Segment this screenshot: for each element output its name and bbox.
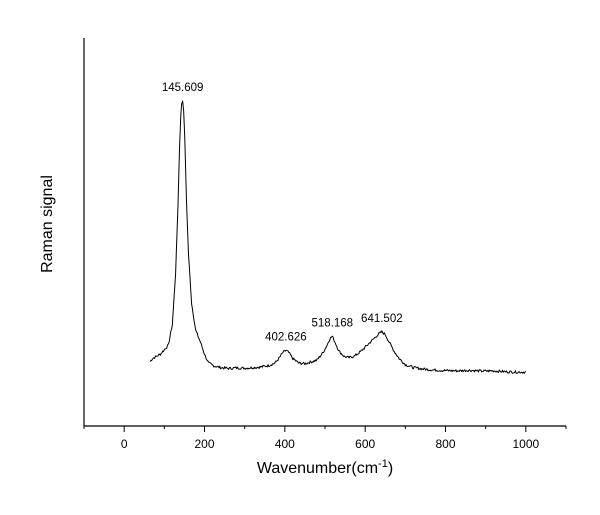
- x-tick-label: 600: [355, 437, 375, 451]
- x-tick-label: 200: [194, 437, 214, 451]
- series-group: [149, 100, 527, 374]
- peak-label: 402.626: [265, 331, 307, 343]
- peak-label: 145.609: [162, 82, 204, 94]
- series-line: [149, 100, 527, 374]
- x-tick-label: 800: [435, 437, 455, 451]
- peak-annotations: 145.609 402.626 518.168 641.502: [162, 82, 403, 343]
- x-axis-tick-labels: 0 200 400 600 800 1000: [121, 437, 540, 451]
- x-tick-label: 0: [121, 437, 128, 451]
- x-tick-label: 1000: [512, 437, 539, 451]
- peak-label: 518.168: [312, 317, 354, 329]
- x-axis-title: Wavenumber(cm-1): [257, 458, 393, 477]
- peak-label: 641.502: [361, 313, 403, 325]
- y-axis-title: Raman signal: [39, 175, 56, 273]
- x-tick-label: 400: [275, 437, 295, 451]
- x-axis-ticks: [83, 426, 567, 432]
